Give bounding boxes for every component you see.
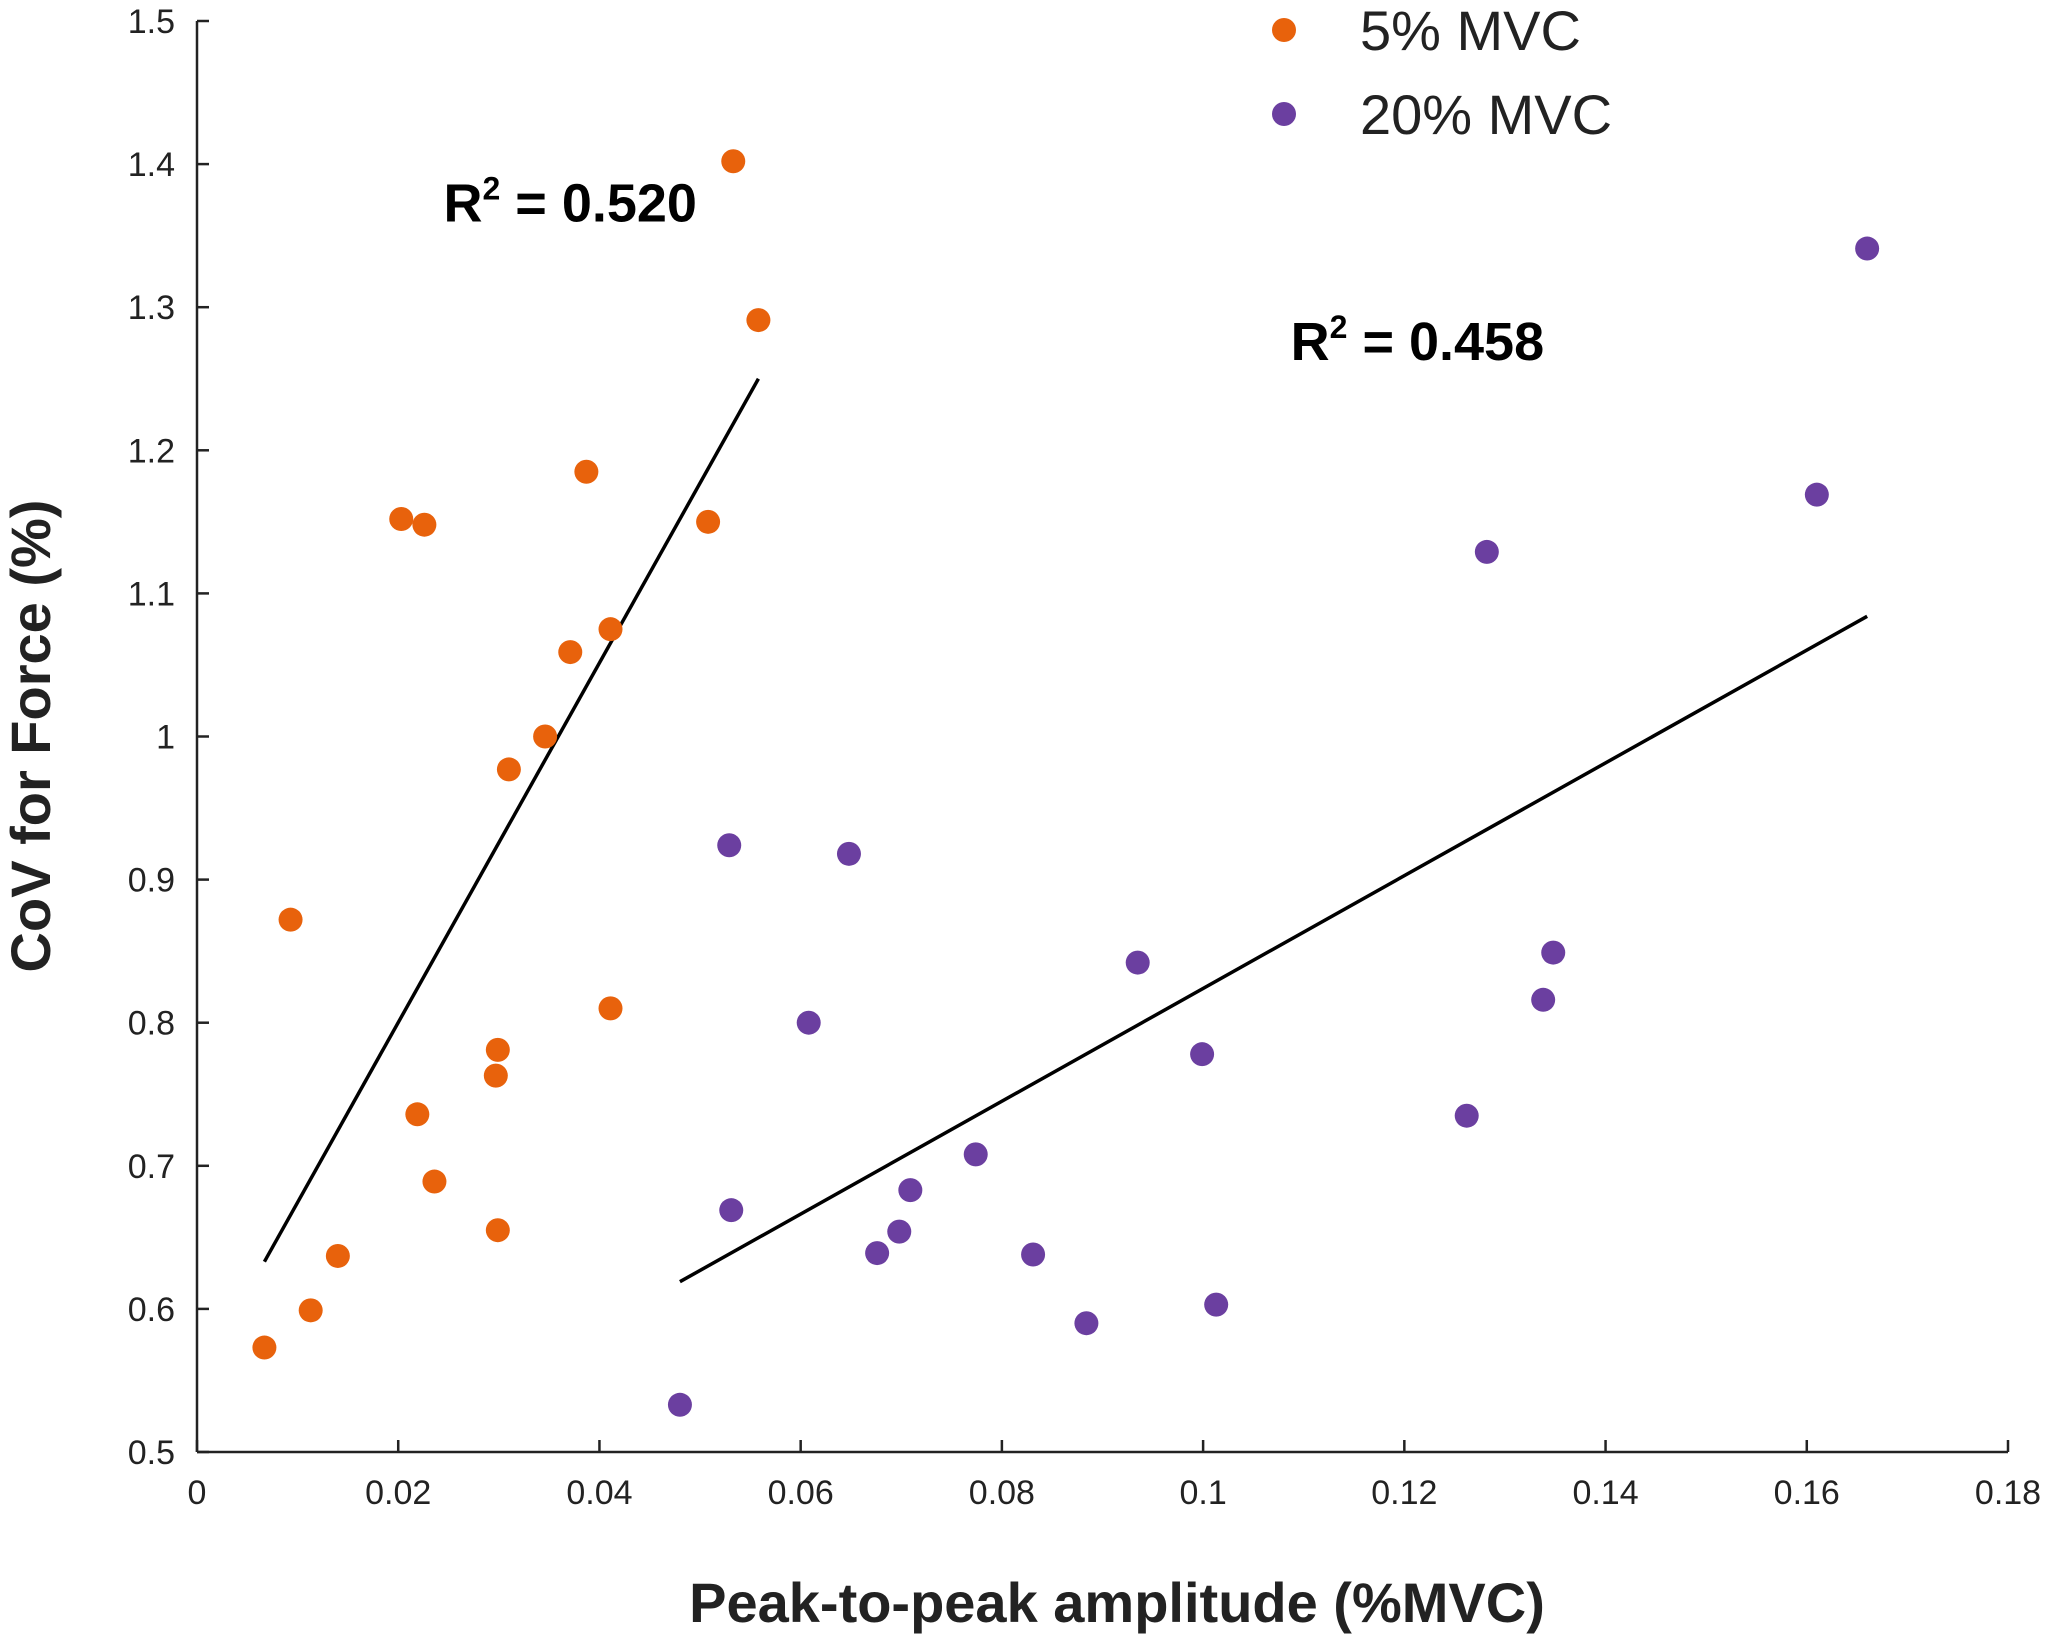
data-point-series-1 (598, 996, 623, 1021)
data-point-series-1 (721, 149, 746, 174)
data-point-series-1 (483, 1063, 508, 1088)
trendline-series-1 (262, 377, 760, 1263)
y-tick-label: 0.9 (128, 862, 175, 900)
data-point-series-1 (389, 506, 414, 531)
data-point-series-2 (836, 841, 861, 866)
data-point-series-2 (865, 1241, 890, 1266)
data-point-series-1 (278, 907, 303, 932)
legend-label-series-2: 20% MVC (1360, 83, 1612, 146)
data-point-series-1 (574, 459, 599, 484)
data-point-series-2 (1204, 1292, 1229, 1317)
data-point-series-2 (1474, 539, 1499, 564)
y-tick-label: 0.8 (128, 1005, 175, 1043)
data-point-series-2 (667, 1392, 692, 1417)
data-point-series-2 (963, 1142, 988, 1167)
x-tick-label: 0.14 (1572, 1474, 1638, 1512)
y-tick-label: 0.5 (128, 1434, 175, 1472)
legend-marker-series-2 (1272, 102, 1296, 126)
y-tick-label: 1.2 (128, 432, 175, 470)
data-point-series-2 (1454, 1103, 1479, 1128)
x-tick-label: 0.18 (1975, 1474, 2041, 1512)
data-point-series-2 (1125, 950, 1150, 975)
data-point-series-2 (1541, 940, 1566, 965)
data-point-series-2 (1021, 1242, 1046, 1267)
x-ticks: 0 0.02 0.04 0.06 0.08 0.1 0.12 0.14 0.16 0.18 (188, 1440, 2041, 1512)
x-tick-label: 0.04 (566, 1474, 632, 1512)
x-tick-label: 0.1 (1179, 1474, 1226, 1512)
data-points (252, 149, 1880, 1417)
data-point-series-1 (252, 1335, 277, 1360)
y-tick-label: 1.4 (128, 146, 175, 184)
x-tick-label: 0.02 (365, 1474, 431, 1512)
x-tick-label: 0 (188, 1474, 207, 1512)
y-ticks: 0.5 0.6 0.7 0.8 0.9 1 1.1 1.2 1.3 1.4 1.5 (128, 3, 209, 1472)
data-point-series-1 (485, 1218, 510, 1243)
data-point-series-1 (598, 617, 623, 642)
trendline-series-2 (679, 614, 1869, 1284)
data-point-series-2 (1855, 236, 1880, 261)
data-point-series-1 (412, 512, 437, 537)
data-point-series-2 (717, 833, 742, 858)
data-point-series-2 (898, 1178, 923, 1203)
y-tick-label: 1 (156, 719, 175, 757)
data-point-series-2 (1074, 1311, 1099, 1336)
x-tick-label: 0.06 (768, 1474, 834, 1512)
data-point-series-1 (422, 1169, 447, 1194)
y-tick-label: 0.7 (128, 1148, 175, 1186)
data-point-series-1 (533, 724, 558, 749)
y-tick-label: 1.5 (128, 3, 175, 41)
x-tick-label: 0.16 (1774, 1474, 1840, 1512)
x-axis-title: Peak-to-peak amplitude (%MVC) (689, 1571, 1545, 1634)
data-point-series-1 (496, 757, 521, 782)
annotations: R2 = 0.520 R2 = 0.458 (443, 170, 1544, 372)
axes (195, 21, 2008, 1454)
data-point-series-1 (325, 1243, 350, 1268)
data-point-series-1 (405, 1102, 430, 1127)
data-point-series-1 (558, 640, 583, 665)
data-point-series-2 (1190, 1042, 1215, 1067)
trendlines (262, 377, 1869, 1284)
data-point-series-1 (746, 308, 771, 333)
y-axis-title: CoV for Force (%) (0, 500, 62, 973)
y-tick-label: 1.1 (128, 575, 175, 613)
data-point-series-1 (696, 509, 721, 534)
r-squared-label-series-2: R2 = 0.458 (1291, 309, 1544, 372)
data-point-series-1 (298, 1298, 323, 1323)
legend: 5% MVC 20% MVC (1272, 0, 1612, 146)
data-point-series-2 (887, 1219, 912, 1244)
x-tick-label: 0.12 (1371, 1474, 1437, 1512)
data-point-series-2 (1531, 987, 1556, 1012)
data-point-series-2 (719, 1198, 744, 1223)
y-tick-label: 0.6 (128, 1291, 175, 1329)
legend-marker-series-1 (1272, 18, 1296, 42)
legend-label-series-1: 5% MVC (1360, 0, 1581, 62)
r-squared-label-series-1: R2 = 0.520 (443, 170, 696, 233)
data-point-series-2 (796, 1010, 821, 1035)
data-point-series-2 (1804, 482, 1829, 507)
x-tick-label: 0.08 (969, 1474, 1035, 1512)
data-point-series-1 (485, 1037, 510, 1062)
y-tick-label: 1.3 (128, 289, 175, 327)
